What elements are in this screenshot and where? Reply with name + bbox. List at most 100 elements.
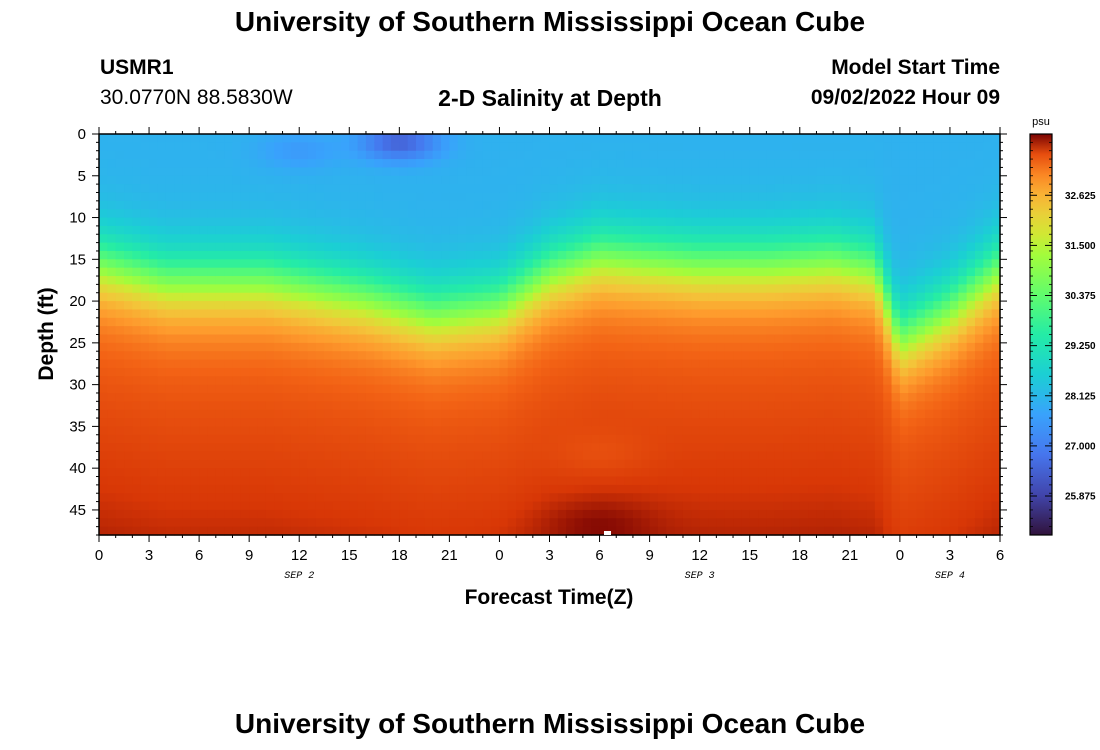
heatmap-cell [441, 476, 450, 486]
heatmap-cell [591, 434, 601, 444]
heatmap-cell [149, 518, 158, 528]
heatmap-cell [449, 484, 459, 494]
heatmap-cell [883, 250, 893, 260]
heatmap-cell [140, 526, 150, 536]
heatmap-cell [699, 509, 709, 519]
heatmap-cell [524, 493, 534, 503]
heatmap-cell [107, 351, 117, 361]
heatmap-cell [682, 225, 692, 235]
heatmap-cell [582, 384, 592, 394]
heatmap-cell [532, 134, 542, 143]
heatmap-cell [783, 217, 793, 227]
heatmap-cell [824, 334, 834, 344]
heatmap-cell [240, 167, 250, 177]
heatmap-cell [240, 351, 250, 361]
heatmap-cell [833, 418, 843, 427]
heatmap-cell [482, 309, 492, 319]
heatmap-cell [541, 342, 551, 352]
heatmap-cell [674, 284, 684, 294]
heatmap-cell [691, 209, 701, 219]
heatmap-cell [165, 401, 175, 411]
heatmap-cell [666, 234, 676, 244]
heatmap-cell [374, 317, 384, 327]
heatmap-cell [541, 443, 551, 453]
heatmap-cell [657, 167, 667, 177]
heatmap-cell [416, 392, 425, 402]
heatmap-cell [599, 134, 609, 143]
heatmap-cell [783, 342, 793, 352]
heatmap-cell [824, 267, 834, 277]
heatmap-cell [124, 359, 133, 369]
heatmap-cell [382, 392, 392, 402]
heatmap-cell [140, 259, 150, 269]
heatmap-cell [432, 175, 442, 185]
heatmap-cell [941, 225, 951, 235]
heatmap-cell [824, 150, 834, 160]
heatmap-cell [866, 276, 876, 285]
heatmap-cell [390, 367, 400, 377]
heatmap-cell [290, 267, 300, 277]
heatmap-cell [199, 476, 209, 486]
heatmap-cell [199, 150, 209, 160]
heatmap-cell [140, 384, 150, 394]
heatmap-cell [924, 501, 934, 511]
heatmap-cell [791, 367, 801, 377]
heatmap-cell [566, 192, 576, 202]
heatmap-cell [858, 159, 868, 169]
heatmap-cell [532, 200, 542, 210]
heatmap-cell [124, 392, 133, 402]
heatmap-cell [382, 468, 392, 478]
heatmap-cell [691, 509, 701, 519]
heatmap-cell [315, 309, 325, 319]
heatmap-cell [416, 334, 425, 344]
heatmap-cell [557, 267, 567, 277]
heatmap-cell [616, 384, 626, 394]
heatmap-cell [741, 184, 751, 194]
heatmap-cell [416, 384, 425, 394]
heatmap-cell [766, 309, 776, 319]
heatmap-cell [808, 426, 818, 436]
heatmap-cell [924, 142, 934, 152]
heatmap-cell [682, 392, 692, 402]
heatmap-cell [733, 259, 742, 269]
heatmap-cell [357, 276, 367, 285]
heatmap-cell [290, 284, 300, 294]
heatmap-cell [207, 292, 217, 302]
heatmap-cell [582, 134, 592, 143]
heatmap-cell [641, 342, 651, 352]
heatmap-cell [274, 276, 284, 285]
heatmap-cell [941, 509, 951, 519]
heatmap-cell [541, 501, 551, 511]
heatmap-cell [357, 484, 367, 494]
heatmap-cell [541, 367, 551, 377]
heatmap-cell [858, 443, 868, 453]
heatmap-cell [791, 401, 801, 411]
heatmap-cell [833, 509, 843, 519]
heatmap-cell [691, 142, 701, 152]
heatmap-cell [774, 192, 784, 202]
heatmap-cell [824, 451, 834, 461]
heatmap-cell [240, 384, 250, 394]
heatmap-cell [349, 384, 359, 394]
heatmap-cell [682, 459, 692, 469]
heatmap-cell [666, 292, 676, 302]
heatmap-cell [574, 426, 584, 436]
heatmap-cell [190, 376, 200, 386]
heatmap-cell [349, 509, 359, 519]
heatmap-cell [774, 526, 784, 536]
heatmap-cell [724, 384, 734, 394]
heatmap-cell [140, 351, 150, 361]
heatmap-cell [899, 359, 909, 369]
heatmap-cell [924, 234, 934, 244]
heatmap-cell [190, 326, 200, 336]
heatmap-cell [507, 167, 517, 177]
heatmap-cell [924, 526, 934, 536]
heatmap-cell [332, 476, 342, 486]
heatmap-cell [474, 159, 484, 169]
heatmap-cell [516, 225, 526, 235]
heatmap-cell [791, 326, 801, 336]
heatmap-cell [324, 342, 334, 352]
heatmap-cell [99, 493, 108, 503]
heatmap-cell [165, 518, 175, 528]
heatmap-cell [699, 493, 709, 503]
